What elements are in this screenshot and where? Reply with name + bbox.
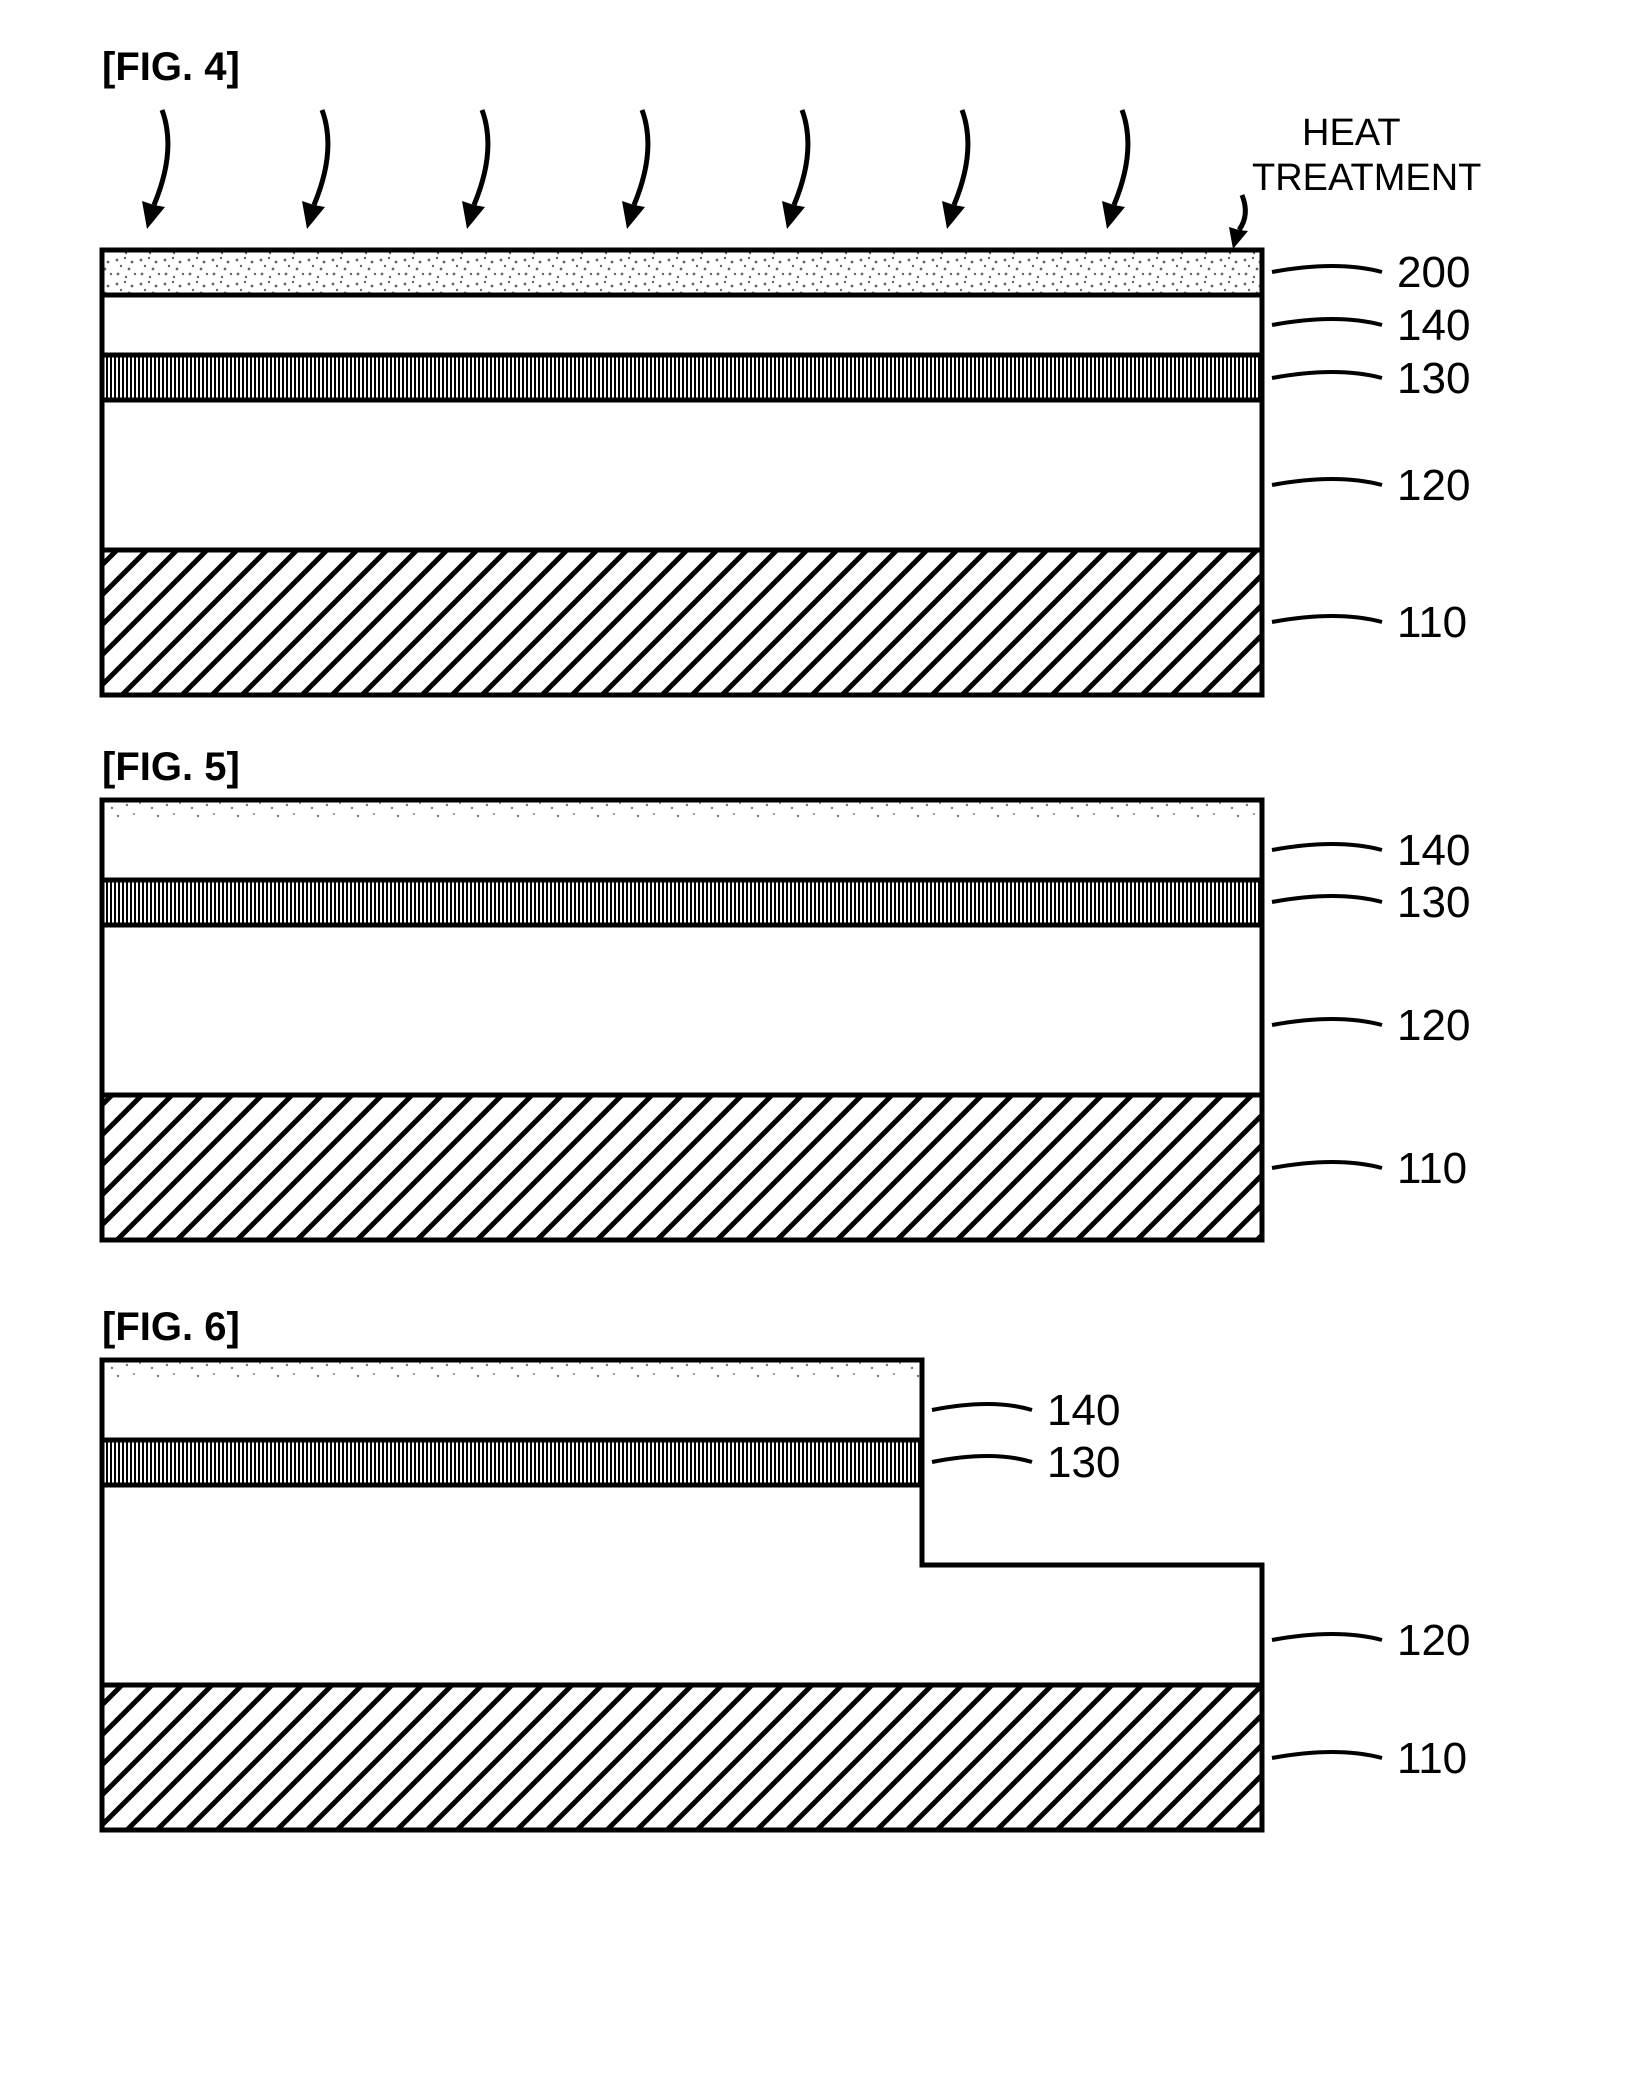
fig6-layer-110 — [102, 1685, 1262, 1830]
fig6-label-110: 110 — [1397, 1734, 1467, 1783]
fig4-title: [FIG. 4] — [102, 45, 240, 89]
fig4-leader-200 — [1272, 266, 1382, 272]
fig6-label-130: 130 — [1047, 1438, 1120, 1487]
fig5-leader-140 — [1272, 844, 1382, 850]
fig4-leader-120 — [1272, 479, 1382, 485]
fig4-label-200: 200 — [1397, 248, 1470, 297]
heat-label-2: TREATMENT — [1252, 157, 1481, 199]
fig4-layer-110 — [102, 550, 1262, 695]
fig6-leader-140 — [932, 1404, 1032, 1410]
fig5-leader-130 — [1272, 896, 1382, 902]
fig4-leader-130 — [1272, 372, 1382, 378]
heat-label-1: HEAT — [1302, 112, 1401, 154]
fig6-layer-130 — [102, 1440, 922, 1485]
fig5-label-140: 140 — [1397, 826, 1470, 875]
fig5-label-110: 110 — [1397, 1144, 1467, 1193]
fig6-leader-120 — [1272, 1634, 1382, 1640]
fig4-layer-120 — [102, 400, 1262, 550]
fig4-layer-140 — [102, 295, 1262, 355]
fig5-layer-120 — [102, 925, 1262, 1095]
fig4-layer-130 — [102, 355, 1262, 400]
fig6-title: [FIG. 6] — [102, 1305, 240, 1349]
fig5-leader-110 — [1272, 1162, 1382, 1168]
fig5-label-130: 130 — [1397, 878, 1470, 927]
fig6-label-120: 120 — [1397, 1616, 1470, 1665]
fig4-stack — [102, 250, 1262, 695]
fig4-label-140: 140 — [1397, 301, 1470, 350]
fig6-layer-topcap — [102, 1360, 922, 1380]
fig4-label-130: 130 — [1397, 354, 1470, 403]
fig4-leader-110 — [1272, 616, 1382, 622]
fig5-layer-130 — [102, 880, 1262, 925]
fig5-layer-topcap — [102, 800, 1262, 820]
fig5-leader-120 — [1272, 1019, 1382, 1025]
fig6-leader-130 — [932, 1456, 1032, 1462]
fig5-title: [FIG. 5] — [102, 745, 240, 789]
fig4-label-120: 120 — [1397, 461, 1470, 510]
fig4-layer-200 — [102, 250, 1262, 295]
fig5-layer-110 — [102, 1095, 1262, 1240]
heat-arrows — [142, 110, 1248, 249]
fig6-leader-110 — [1272, 1752, 1382, 1758]
fig6-label-140: 140 — [1047, 1386, 1120, 1435]
fig6-layer-120 — [102, 1565, 1262, 1685]
diagram-svg: [FIG. 4] HEAT TREATMENT 200 140 — [42, 40, 1602, 2040]
fig5-label-120: 120 — [1397, 1001, 1470, 1050]
fig5-stack — [102, 800, 1262, 1240]
fig4-leader-140 — [1272, 319, 1382, 325]
fig4-label-110: 110 — [1397, 598, 1467, 647]
